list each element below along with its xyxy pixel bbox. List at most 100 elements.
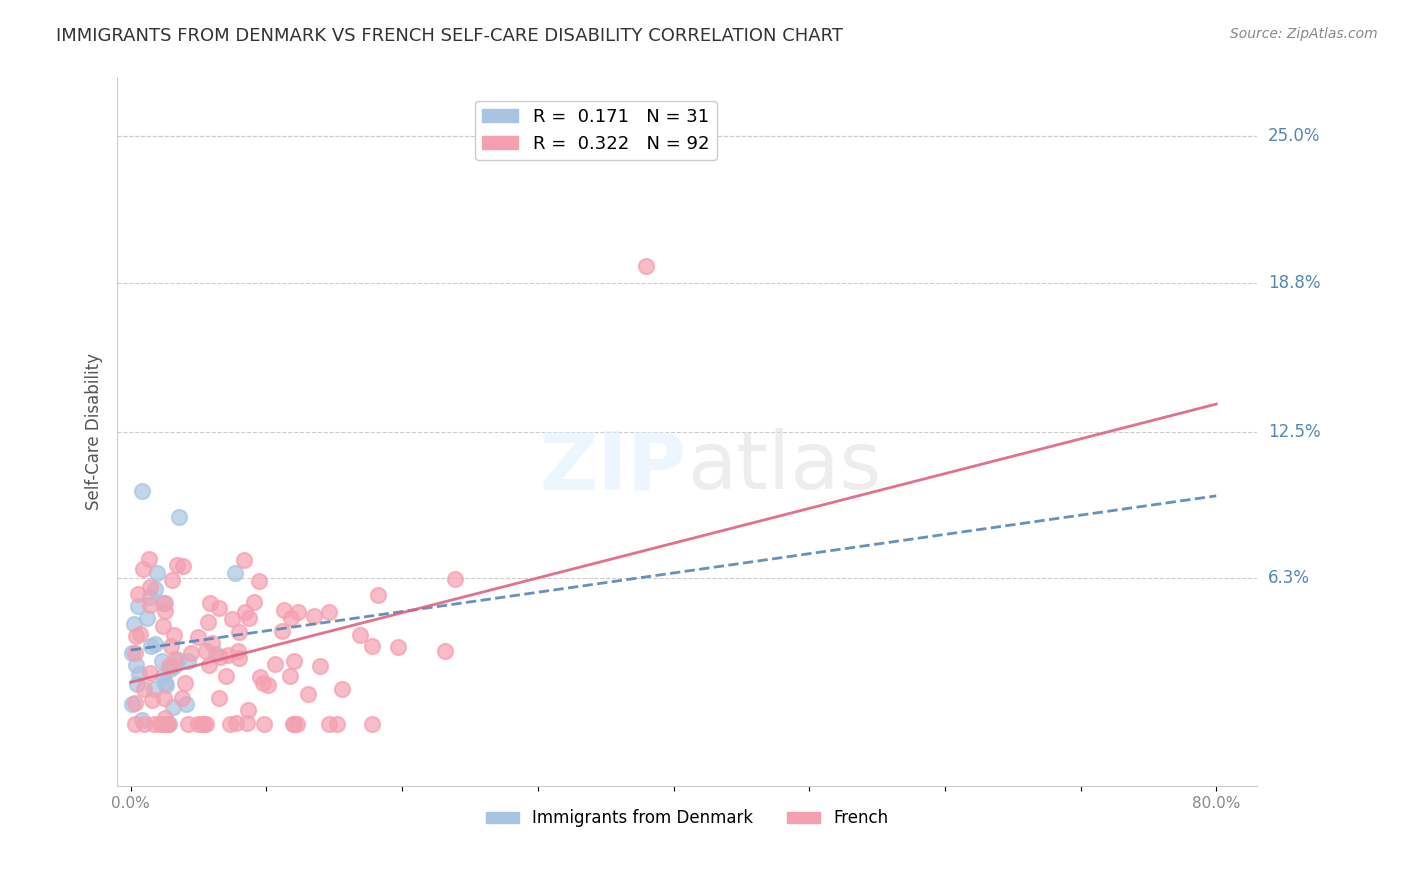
Point <box>139 666 162 681</box>
Point <box>204 648 226 662</box>
Point <box>166 558 188 572</box>
Point <box>152 618 174 632</box>
Point <box>433 644 456 658</box>
Point <box>360 639 382 653</box>
Point <box>152 596 174 610</box>
Point <box>124 717 146 731</box>
Point <box>233 606 256 620</box>
Point <box>198 657 221 672</box>
Point <box>174 698 197 712</box>
Point <box>132 562 155 576</box>
Point <box>163 659 186 673</box>
Point <box>129 627 152 641</box>
Point <box>125 676 148 690</box>
Point <box>349 628 371 642</box>
Point <box>285 717 308 731</box>
Text: atlas: atlas <box>688 428 882 506</box>
Point <box>155 678 177 692</box>
Point <box>138 552 160 566</box>
Point <box>135 610 157 624</box>
Legend: Immigrants from Denmark, French: Immigrants from Denmark, French <box>479 803 896 834</box>
Point <box>125 629 148 643</box>
Point <box>187 717 209 731</box>
Point <box>273 603 295 617</box>
Point <box>253 717 276 731</box>
Point <box>139 580 162 594</box>
Point <box>152 717 174 731</box>
Point <box>387 640 409 654</box>
Point <box>280 611 302 625</box>
Point <box>318 717 340 731</box>
Point <box>127 586 149 600</box>
Point <box>127 599 149 614</box>
Point <box>193 717 215 731</box>
Point <box>224 566 246 581</box>
Point <box>252 676 274 690</box>
Point <box>124 696 146 710</box>
Point <box>221 612 243 626</box>
Point <box>191 717 214 731</box>
Point <box>134 681 156 696</box>
Point <box>156 717 179 731</box>
Text: Source: ZipAtlas.com: Source: ZipAtlas.com <box>1230 27 1378 41</box>
Point <box>326 717 349 731</box>
Point <box>236 702 259 716</box>
Point <box>232 553 254 567</box>
Point <box>249 670 271 684</box>
Point <box>214 669 236 683</box>
Text: 25.0%: 25.0% <box>1268 128 1320 145</box>
Point <box>194 717 217 731</box>
Point <box>172 559 194 574</box>
Point <box>152 669 174 683</box>
Point <box>217 648 239 662</box>
Point <box>287 606 309 620</box>
Point <box>153 676 176 690</box>
Point <box>330 681 353 696</box>
Point <box>143 637 166 651</box>
Point <box>208 600 231 615</box>
Point <box>162 574 184 588</box>
Point <box>225 716 247 731</box>
Point <box>155 604 177 618</box>
Point <box>367 588 389 602</box>
Y-axis label: Self-Care Disability: Self-Care Disability <box>86 353 103 510</box>
Point <box>163 628 186 642</box>
Point <box>125 657 148 672</box>
Point <box>186 631 208 645</box>
Point <box>162 700 184 714</box>
Point <box>238 611 260 625</box>
Point <box>157 717 180 731</box>
Point <box>209 650 232 665</box>
Text: 6.3%: 6.3% <box>1268 569 1310 587</box>
Point <box>143 582 166 597</box>
Point <box>247 574 270 588</box>
Point <box>134 717 156 731</box>
Point <box>176 654 198 668</box>
Point <box>198 596 221 610</box>
Point <box>177 717 200 731</box>
Point <box>153 711 176 725</box>
Point <box>143 682 166 697</box>
Point <box>283 654 305 668</box>
Point <box>174 676 197 690</box>
Point <box>444 572 467 586</box>
Point <box>153 690 176 705</box>
Text: IMMIGRANTS FROM DENMARK VS FRENCH SELF-CARE DISABILITY CORRELATION CHART: IMMIGRANTS FROM DENMARK VS FRENCH SELF-C… <box>56 27 844 45</box>
Point <box>281 717 304 731</box>
Point <box>236 715 259 730</box>
Point <box>124 646 146 660</box>
Point <box>228 651 250 665</box>
Point <box>195 644 218 658</box>
Point <box>121 697 143 711</box>
Text: ZIP: ZIP <box>540 428 688 506</box>
Point <box>172 691 194 706</box>
Point <box>360 717 382 731</box>
Point <box>163 652 186 666</box>
Point <box>283 717 305 731</box>
Point <box>159 662 181 676</box>
Point <box>149 717 172 731</box>
Point <box>228 625 250 640</box>
Point <box>166 652 188 666</box>
Point <box>128 667 150 681</box>
Point <box>139 590 162 604</box>
